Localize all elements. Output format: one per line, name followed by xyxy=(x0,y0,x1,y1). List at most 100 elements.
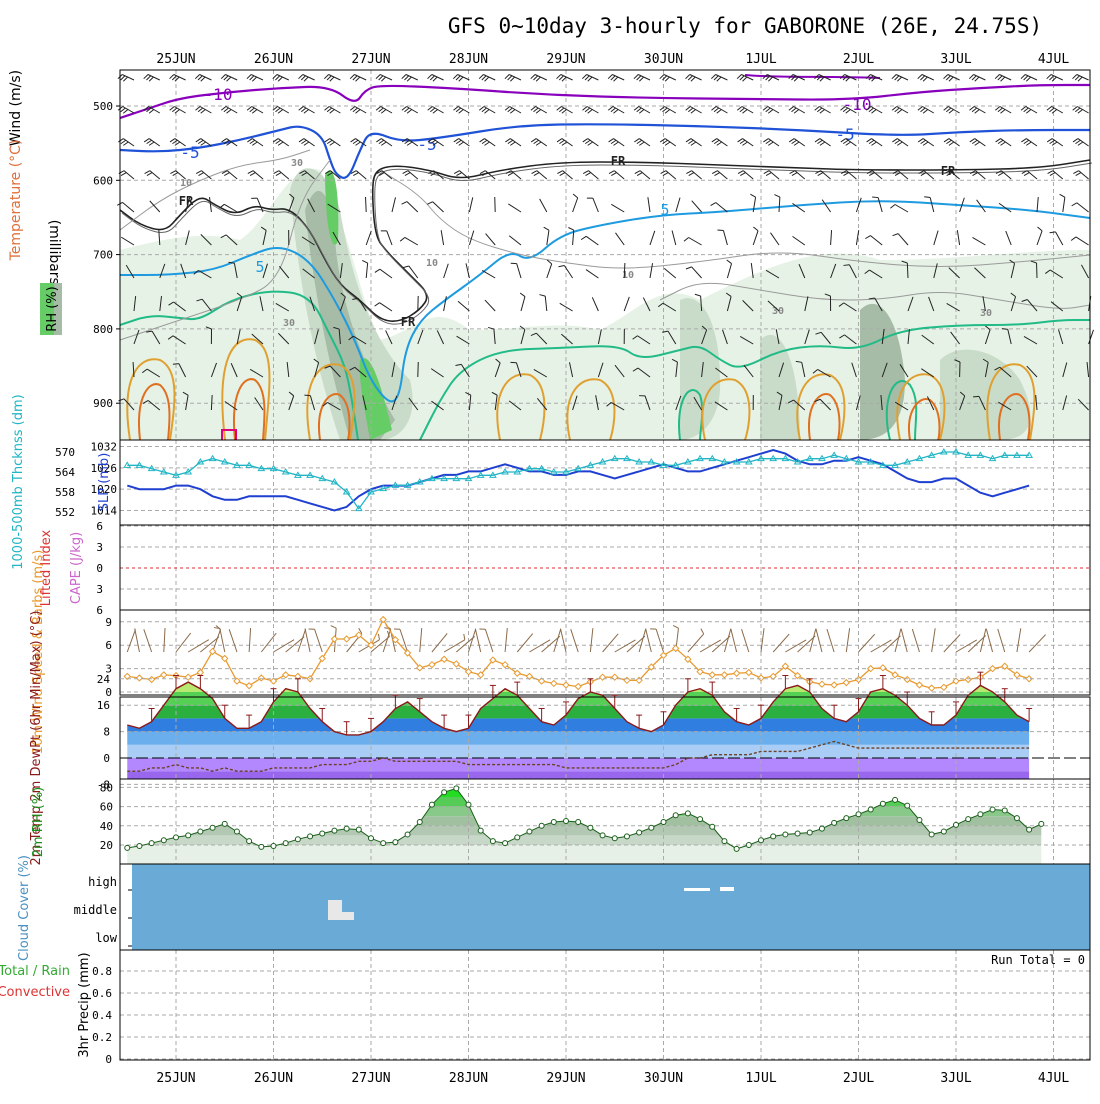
rh-marker xyxy=(369,836,374,841)
rh-marker xyxy=(527,829,532,834)
wind-barb-staff xyxy=(816,629,822,652)
rh-marker xyxy=(210,825,215,830)
wind-speed-marker xyxy=(551,680,557,686)
rh-marker xyxy=(905,803,910,808)
wind-speed-marker xyxy=(136,675,142,681)
rh-band xyxy=(120,797,1090,807)
wind-barb-staff xyxy=(773,634,789,652)
panel-frame xyxy=(120,950,1090,1060)
rh-marker xyxy=(954,822,959,827)
rh-marker xyxy=(466,802,471,807)
precip-tick-label: 0.8 xyxy=(92,965,112,978)
slp-tick-label: 1032 xyxy=(91,441,118,454)
rh-marker xyxy=(490,839,495,844)
wind-speed-marker xyxy=(429,662,435,668)
rh-marker xyxy=(588,825,593,830)
wind-barb-staff xyxy=(305,629,310,652)
rh-marker xyxy=(344,826,349,831)
precip-tick-label: 0.4 xyxy=(92,1009,112,1022)
wind-barb-staff xyxy=(871,640,892,652)
rh-band xyxy=(120,807,1090,817)
rh-ylabel: 2m RH (%) xyxy=(31,787,46,858)
wind-barb-flag xyxy=(673,625,678,628)
rh-marker xyxy=(234,829,239,834)
rh-tick-label: 20 xyxy=(100,839,113,852)
wind-barb-staff xyxy=(274,640,295,652)
cloud-gap xyxy=(684,888,710,891)
wind-speed-marker xyxy=(563,682,569,688)
wind-speed-marker xyxy=(758,675,764,681)
rh-marker xyxy=(759,838,764,843)
date-label-top: 4JUL xyxy=(1038,52,1069,67)
wind-barb-staff xyxy=(986,629,992,652)
wind-speed-marker xyxy=(624,677,630,683)
wind-barb-staff xyxy=(627,636,645,652)
rh-marker xyxy=(1027,827,1032,832)
wind-barb-staff xyxy=(571,629,578,652)
y-tick-label: 800 xyxy=(93,323,113,336)
rh-marker xyxy=(478,828,483,833)
rh-marker xyxy=(929,832,934,837)
rh-marker xyxy=(417,819,422,824)
rh-marker xyxy=(819,826,824,831)
rh-band xyxy=(120,816,1090,826)
wind-barb-staff xyxy=(827,629,834,652)
temp-band xyxy=(120,732,1090,745)
lifted-tick-label: 6 xyxy=(96,520,103,533)
wind-barb-staff xyxy=(731,629,737,652)
rh-marker xyxy=(539,823,544,828)
wind-barb-staff xyxy=(615,640,636,652)
rh-marker xyxy=(832,820,837,825)
date-label-bottom: 28JUN xyxy=(449,1071,488,1086)
rh-marker xyxy=(295,837,300,842)
lifted-tick-label: 0 xyxy=(96,562,103,575)
cloud-ylabel: Cloud Cover (%) xyxy=(17,855,32,961)
contour-label: 5 xyxy=(255,258,264,276)
thickness-tick-label: 558 xyxy=(55,486,75,499)
rh-marker xyxy=(698,817,703,822)
wind-barb-staff xyxy=(229,629,237,652)
contour-label: 30 xyxy=(980,308,992,319)
rh-marker xyxy=(807,830,812,835)
wind-barb-staff xyxy=(135,628,140,652)
rh-marker xyxy=(856,812,861,817)
rh-marker xyxy=(771,834,776,839)
rh-marker xyxy=(746,843,751,848)
rh-marker xyxy=(661,819,666,824)
thickness-tick-label: 564 xyxy=(55,466,75,479)
temp-band xyxy=(120,758,1090,771)
cloud-level-label: middle xyxy=(74,903,117,917)
wind-barbs-10m xyxy=(127,625,1045,652)
rh-marker xyxy=(356,827,361,832)
legend-precip-convective: Convective xyxy=(0,985,70,1000)
contour-label: FR xyxy=(401,315,416,329)
rh-marker xyxy=(137,843,142,848)
rh-marker xyxy=(405,832,410,837)
chart-title: GFS 0~10day 3-hourly for GABORONE (26E, … xyxy=(448,14,1042,38)
wind-barb-staff xyxy=(444,640,465,652)
legend-precip-total: Total / Rain xyxy=(0,964,70,979)
run-total-label: Run Total = 0 xyxy=(991,953,1085,967)
rh-marker xyxy=(198,829,203,834)
wind-barb-flag xyxy=(331,626,336,629)
wind-speed-marker xyxy=(965,677,971,683)
wind-speed-marker xyxy=(831,682,837,688)
date-label-top: 30JUN xyxy=(644,52,683,67)
rh-marker xyxy=(624,834,629,839)
lifted-tick-label: 3 xyxy=(96,583,103,596)
wind-barb-staff xyxy=(944,634,960,652)
rh-marker xyxy=(893,797,898,802)
contour-label: 10 xyxy=(622,270,634,281)
wind-barb-staff xyxy=(646,629,652,652)
wind-barb-staff xyxy=(529,640,550,652)
date-label-bottom: 29JUN xyxy=(546,1071,585,1086)
rh-marker xyxy=(381,841,386,846)
contour-label: 10 xyxy=(180,178,192,189)
wind-barb-staff xyxy=(188,640,209,652)
wind-barb-staff xyxy=(907,263,908,278)
rh-marker xyxy=(271,843,276,848)
temp-band xyxy=(120,705,1090,718)
wind-barb-flag xyxy=(872,197,878,198)
wind-speed-marker xyxy=(210,648,216,654)
